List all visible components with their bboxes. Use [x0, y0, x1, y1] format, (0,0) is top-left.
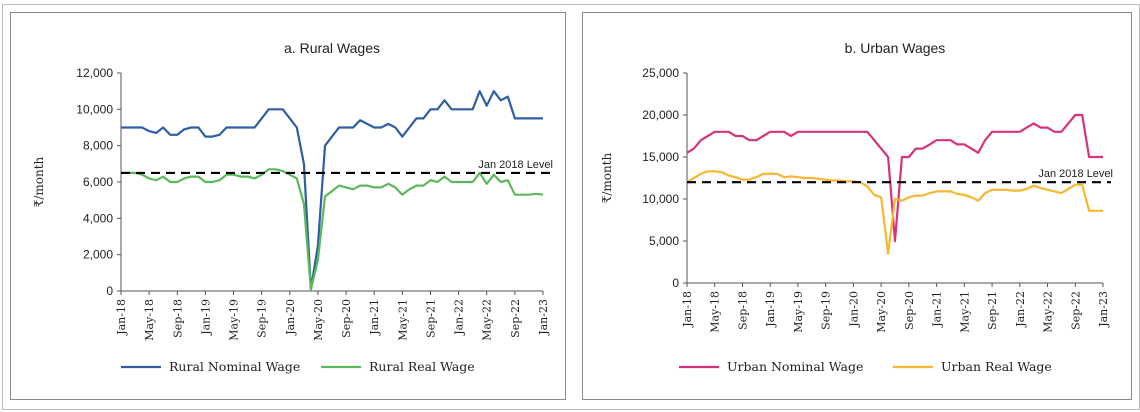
rural-x-tick-label: Sep-20 — [340, 299, 353, 338]
urban-x-tick-label: Sep-21 — [986, 291, 999, 330]
rural-x-tick-label: May-18 — [143, 299, 156, 341]
rural-wages-panel: a. Rural Wages 0 2,000 4,000 6,000 8,000 10,00… — [10, 12, 566, 400]
urban-x-tick-label: May-21 — [958, 291, 971, 333]
urban-y-tick-label: 15,000 — [642, 150, 679, 164]
urban-x-tick-label: Sep-19 — [820, 291, 833, 330]
urban-y-tick-label: 25,000 — [642, 66, 679, 80]
urban-x-tick-label: Sep-20 — [903, 291, 916, 330]
urban-x-tick-label: Jan-21 — [931, 291, 944, 328]
urban-wages-panel: b. Urban Wages 0 5,000 10,000 15,000 20,000 25… — [582, 12, 1132, 400]
rural-y-tick-label: 4,000 — [83, 211, 113, 225]
urban-legend-label-2: Urban Real Wage — [941, 359, 1052, 374]
urban-x-tick-label: Jan-19 — [764, 291, 777, 328]
urban-x-tick-label: May-19 — [792, 291, 805, 333]
rural-x-tick-label: Sep-18 — [171, 299, 184, 338]
rural-chart-title: a. Rural Wages — [284, 40, 380, 56]
urban-wages-chart: b. Urban Wages 0 5,000 10,000 15,000 20,000 25… — [600, 40, 1113, 374]
urban-y-axis-label: ₹/month — [600, 152, 614, 203]
rural-x-tick-label: May-20 — [312, 299, 325, 341]
urban-x-tick-label: Jan-20 — [847, 291, 860, 328]
urban-series-line-1 — [686, 113, 1103, 243]
urban-x-tick-label: Sep-22 — [1069, 291, 1082, 330]
rural-x-tick-label: Jan-22 — [453, 299, 466, 336]
urban-legend-label-1: Urban Nominal Wage — [727, 359, 863, 374]
rural-x-tick-label: Jan-23 — [537, 299, 550, 336]
urban-chart-title: b. Urban Wages — [845, 40, 946, 56]
rural-series-line-2 — [121, 168, 544, 291]
rural-reference-label: Jan 2018 Level — [478, 159, 553, 171]
urban-x-tick-label: Sep-18 — [736, 291, 749, 330]
urban-x-tick-label: Jan-23 — [1097, 291, 1110, 328]
rural-x-tick-label: Jan-18 — [115, 299, 128, 336]
rural-y-tick-label: 6,000 — [83, 175, 113, 189]
rural-x-tick-label: Sep-22 — [509, 299, 522, 338]
rural-x-tick-label: Jan-21 — [368, 299, 381, 336]
rural-x-tick-label: Sep-19 — [256, 299, 269, 338]
rural-x-tick-label: May-21 — [396, 299, 409, 341]
rural-x-tick-label: Jan-19 — [199, 299, 212, 336]
rural-series-line-1 — [121, 90, 543, 291]
urban-x-tick-label: May-22 — [1042, 291, 1055, 333]
urban-x-tick-label: May-18 — [709, 291, 722, 333]
rural-legend-label-1: Rural Nominal Wage — [169, 359, 300, 374]
urban-x-tick-label: Jan-22 — [1014, 291, 1027, 328]
rural-legend-label-2: Rural Real Wage — [369, 359, 475, 374]
urban-series-line-2 — [686, 170, 1103, 255]
urban-x-tick-label: Jan-18 — [681, 291, 694, 328]
rural-wages-chart: a. Rural Wages 0 2,000 4,000 6,000 8,000 10,00… — [32, 40, 553, 374]
rural-x-tick-label: May-19 — [228, 299, 241, 341]
rural-y-tick-label: 0 — [106, 284, 113, 298]
rural-x-tick-label: Jan-20 — [284, 299, 297, 336]
urban-y-tick-label: 10,000 — [642, 192, 679, 206]
rural-y-tick-label: 12,000 — [76, 66, 113, 80]
rural-y-tick-label: 8,000 — [83, 139, 113, 153]
urban-y-tick-label: 20,000 — [642, 108, 679, 122]
rural-x-tick-label: May-22 — [481, 299, 494, 341]
rural-y-axis-label: ₹/month — [32, 156, 46, 207]
rural-y-tick-label: 2,000 — [83, 248, 113, 262]
urban-y-tick-label: 0 — [672, 276, 679, 290]
urban-x-tick-label: May-20 — [875, 291, 888, 333]
rural-y-tick-label: 10,000 — [76, 102, 113, 116]
urban-reference-label: Jan 2018 Level — [1038, 168, 1113, 180]
rural-x-tick-label: Sep-21 — [424, 299, 437, 338]
urban-y-tick-label: 5,000 — [649, 234, 679, 248]
